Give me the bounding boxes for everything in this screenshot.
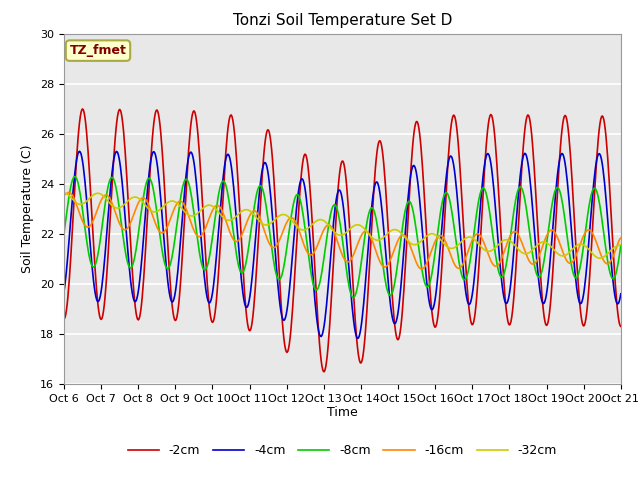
- -32cm: [127, 195, 135, 201]
- -4cm: [60, 288, 68, 294]
- -16cm: [214, 203, 222, 208]
- -8cm: [71, 174, 79, 180]
- Line: -2cm: -2cm: [64, 109, 621, 372]
- -16cm: [185, 213, 193, 219]
- Legend: -2cm, -4cm, -8cm, -16cm, -32cm: -2cm, -4cm, -8cm, -16cm, -32cm: [123, 439, 562, 462]
- -8cm: [350, 295, 358, 300]
- -2cm: [428, 309, 436, 314]
- -4cm: [70, 178, 78, 183]
- -2cm: [412, 120, 419, 126]
- Text: TZ_fmet: TZ_fmet: [70, 44, 127, 57]
- -4cm: [428, 307, 436, 312]
- -16cm: [617, 235, 625, 241]
- Line: -32cm: -32cm: [64, 193, 621, 258]
- -4cm: [214, 233, 222, 239]
- -4cm: [76, 148, 83, 154]
- Y-axis label: Soil Temperature (C): Soil Temperature (C): [22, 144, 35, 273]
- -8cm: [412, 223, 419, 228]
- -16cm: [128, 216, 136, 222]
- -2cm: [60, 316, 68, 322]
- -4cm: [185, 154, 193, 160]
- -32cm: [617, 242, 625, 248]
- -32cm: [426, 231, 434, 237]
- -32cm: [596, 255, 604, 261]
- -8cm: [214, 194, 222, 200]
- -16cm: [428, 247, 436, 252]
- -8cm: [428, 271, 436, 277]
- -16cm: [65, 190, 72, 195]
- -4cm: [617, 291, 625, 297]
- Line: -16cm: -16cm: [64, 192, 621, 269]
- -2cm: [128, 266, 136, 272]
- -2cm: [321, 369, 328, 374]
- -16cm: [71, 197, 79, 203]
- X-axis label: Time: Time: [327, 407, 358, 420]
- -4cm: [354, 336, 362, 341]
- -32cm: [184, 212, 192, 217]
- -2cm: [214, 276, 222, 282]
- Line: -4cm: -4cm: [64, 151, 621, 338]
- -16cm: [60, 192, 68, 197]
- -16cm: [411, 256, 419, 262]
- -2cm: [70, 197, 78, 203]
- -8cm: [185, 180, 193, 186]
- -4cm: [412, 166, 419, 172]
- -2cm: [185, 146, 193, 152]
- -32cm: [410, 242, 418, 248]
- -2cm: [617, 324, 625, 329]
- Line: -8cm: -8cm: [64, 177, 621, 298]
- -16cm: [418, 266, 426, 272]
- -8cm: [617, 242, 625, 248]
- -32cm: [214, 208, 221, 214]
- -32cm: [70, 198, 78, 204]
- -2cm: [79, 106, 86, 112]
- -4cm: [128, 289, 136, 295]
- -8cm: [70, 174, 78, 180]
- -32cm: [60, 190, 68, 196]
- -8cm: [128, 264, 136, 269]
- Title: Tonzi Soil Temperature Set D: Tonzi Soil Temperature Set D: [233, 13, 452, 28]
- -8cm: [60, 230, 68, 236]
